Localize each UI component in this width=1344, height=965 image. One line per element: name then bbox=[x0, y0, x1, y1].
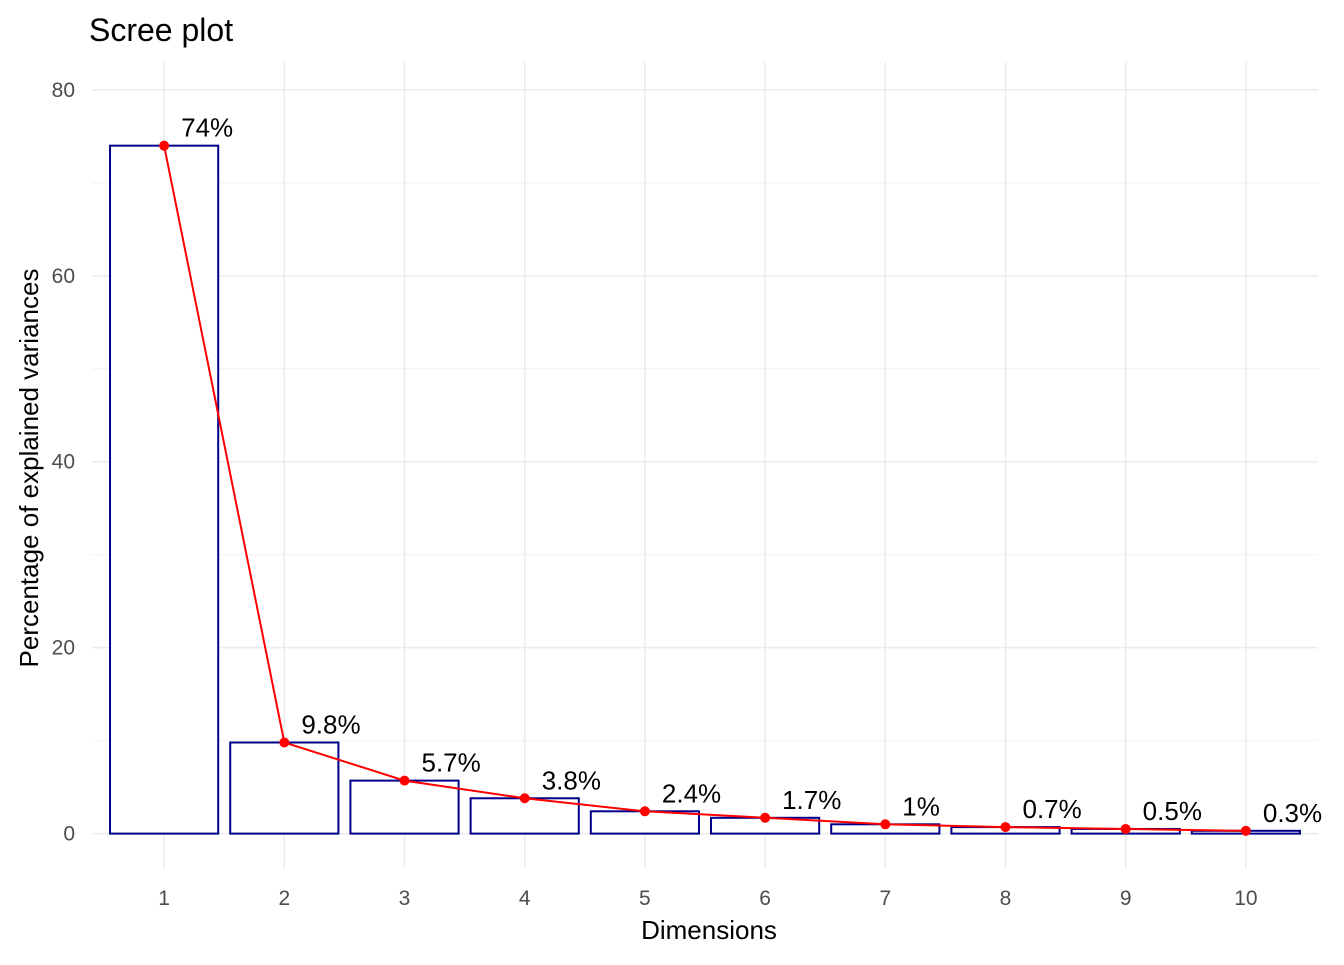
y-tick-label: 40 bbox=[52, 451, 75, 474]
point-8 bbox=[1000, 822, 1011, 833]
point-2 bbox=[279, 737, 290, 748]
x-tick-label: 5 bbox=[639, 887, 651, 910]
bar-3 bbox=[349, 779, 460, 835]
point-1 bbox=[159, 140, 170, 151]
data-label-9: 0.5% bbox=[1143, 796, 1202, 826]
x-tick-label: 9 bbox=[1120, 887, 1132, 910]
point-7 bbox=[880, 819, 891, 830]
y-tick-label: 60 bbox=[52, 265, 75, 288]
data-label-4: 3.8% bbox=[542, 765, 601, 795]
point-9 bbox=[1120, 823, 1131, 834]
trend-line bbox=[163, 145, 1246, 832]
data-label-1: 74% bbox=[181, 113, 233, 143]
bar-1 bbox=[109, 144, 220, 835]
trend-line-path bbox=[163, 145, 1246, 832]
x-axis-ticks: 1 2 3 4 5 6 7 8 9 10 bbox=[158, 887, 1257, 910]
x-axis-title: Dimensions bbox=[641, 915, 777, 945]
data-label-5: 2.4% bbox=[662, 778, 721, 808]
data-label-8: 0.7% bbox=[1022, 794, 1081, 824]
bar-4 bbox=[469, 797, 580, 835]
y-tick-label: 0 bbox=[63, 823, 75, 846]
chart-title: Scree plot bbox=[89, 12, 233, 48]
x-tick-label: 3 bbox=[399, 887, 411, 910]
data-label-2: 9.8% bbox=[301, 709, 360, 739]
x-tick-label: 7 bbox=[879, 887, 891, 910]
data-label-6: 1.7% bbox=[782, 785, 841, 815]
x-tick-label: 4 bbox=[519, 887, 531, 910]
x-tick-label: 8 bbox=[1000, 887, 1012, 910]
point-5 bbox=[639, 806, 650, 817]
point-4 bbox=[519, 793, 530, 804]
bars bbox=[109, 144, 1301, 835]
y-axis-ticks: 0 20 40 60 80 bbox=[52, 79, 75, 846]
x-tick-label: 2 bbox=[278, 887, 290, 910]
data-label-10: 0.3% bbox=[1263, 798, 1322, 828]
data-label-7: 1% bbox=[902, 791, 940, 821]
data-label-3: 5.7% bbox=[422, 748, 481, 778]
x-tick-label: 1 bbox=[158, 887, 170, 910]
point-10 bbox=[1240, 825, 1251, 836]
y-tick-label: 20 bbox=[52, 637, 75, 660]
y-axis-title: Percentage of explained variances bbox=[14, 269, 44, 668]
bar-2 bbox=[229, 741, 340, 835]
x-tick-label: 6 bbox=[759, 887, 771, 910]
point-6 bbox=[760, 812, 771, 823]
x-tick-label: 10 bbox=[1234, 887, 1257, 910]
point-3 bbox=[399, 775, 410, 786]
data-labels: 74% 9.8% 5.7% 3.8% 2.4% 1.7% 1% 0.7% 0.5% 0.3% bbox=[181, 113, 1322, 828]
trend-points bbox=[159, 140, 1251, 836]
gridlines bbox=[92, 62, 1318, 868]
y-tick-label: 80 bbox=[52, 79, 75, 102]
